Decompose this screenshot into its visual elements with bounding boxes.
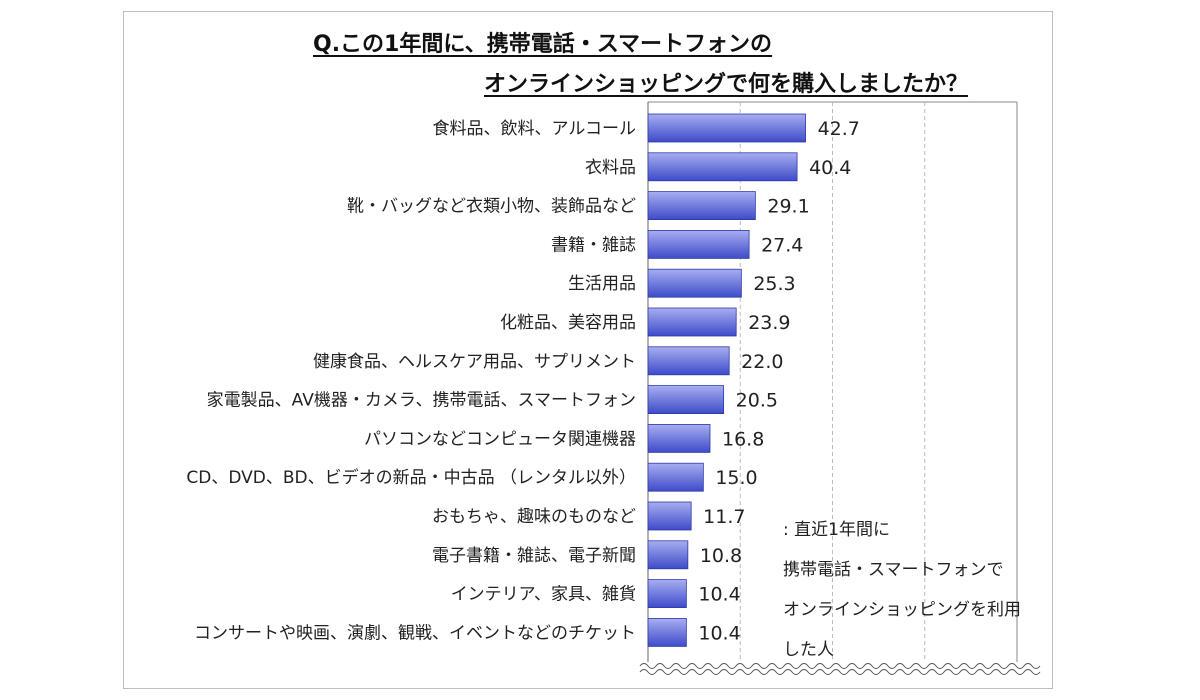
category-label: 電子書籍・雑誌、電子新聞 — [432, 546, 636, 566]
bar — [647, 540, 689, 570]
bar — [647, 462, 704, 492]
category-label: 家電製品、AV機器・カメラ、携帯電話、スマートフォン — [207, 391, 636, 411]
value-label: 20.5 — [736, 390, 778, 412]
value-label: 15.0 — [715, 467, 757, 489]
category-label: 衣料品 — [585, 158, 636, 178]
category-label: 健康食品、ヘルスケア用品、サプリメント — [313, 352, 636, 372]
value-label: 23.9 — [748, 312, 790, 334]
bar — [647, 346, 730, 376]
category-label: 食料品、飲料、アルコール — [433, 119, 637, 139]
axis-break-line — [639, 663, 1041, 669]
bar — [647, 385, 725, 415]
bar — [647, 501, 692, 531]
category-label: インテリア、家具、雑貨 — [451, 585, 636, 605]
category-label: 生活用品 — [568, 274, 636, 294]
bar — [647, 268, 742, 298]
bar — [647, 191, 756, 221]
category-label: CD、DVD、BD、ビデオの新品・中古品 （レンタル以外） — [186, 467, 636, 488]
chart-title-line-2: オンラインショッピングで何を購入しましたか？ — [484, 72, 969, 97]
category-label: 化粧品、美容用品 — [500, 313, 636, 333]
category-label: 靴・バッグなど衣類小物、装飾品など — [347, 197, 636, 217]
value-label: 22.0 — [741, 351, 783, 373]
bar — [647, 307, 737, 337]
respondent-note: : 直近1年間に 携帯電話・スマートフォンで オンラインショッピングを利用 した… — [783, 520, 1021, 660]
axis-break-line — [639, 669, 1041, 675]
category-label: おもちゃ、趣味のものなど — [432, 507, 636, 527]
bar — [647, 152, 798, 182]
value-label: 40.4 — [809, 157, 851, 179]
value-label: 25.3 — [753, 273, 795, 295]
value-label: 10.4 — [698, 584, 740, 606]
value-label: 11.7 — [703, 506, 745, 528]
bar — [647, 423, 711, 453]
bar — [647, 113, 806, 143]
category-label: 書籍・雑誌 — [551, 235, 636, 255]
value-label: 27.4 — [761, 234, 803, 256]
bar — [647, 579, 687, 608]
value-label: 10.8 — [700, 545, 742, 567]
value-label: 29.1 — [767, 196, 809, 218]
bar — [647, 618, 687, 647]
value-label: 42.7 — [818, 118, 860, 140]
bar — [647, 229, 750, 259]
value-label: 10.4 — [698, 622, 740, 644]
chart-title-line-1: Q.この1年間に、携帯電話・スマートフォンの — [313, 32, 773, 57]
category-label: パソコンなどコンピュータ関連機器 — [364, 429, 636, 449]
value-label: 16.8 — [722, 428, 764, 450]
chart-frame — [123, 11, 1053, 689]
category-label: コンサートや映画、演劇、観戦、イベントなどのチケット — [194, 623, 636, 643]
